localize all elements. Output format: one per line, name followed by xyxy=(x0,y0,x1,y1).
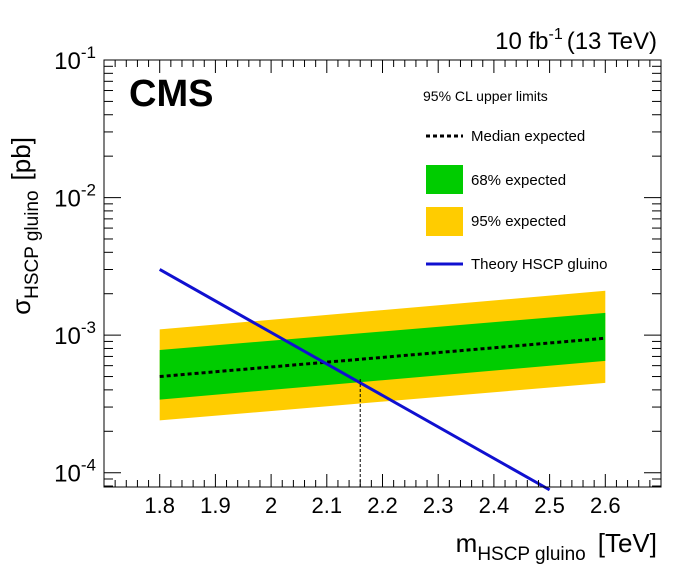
x-tick-label: 2.2 xyxy=(367,493,398,518)
legend-95-swatch xyxy=(426,207,463,236)
xlabel-unit: [TeV] xyxy=(598,528,657,558)
energy-label: (13 TeV) xyxy=(567,28,657,55)
x-tick-label: 2 xyxy=(265,493,277,518)
median-expected-line xyxy=(159,336,606,379)
lumi-label: 10 fb-1 (13 TeV) xyxy=(495,26,657,55)
axis-tick-labels: 1.8 1.9 2 2.1 2.2 2.3 2.4 2.5 2.6 10-4 10-3 10-2 10-… xyxy=(54,43,620,518)
x-tick-label: 2.5 xyxy=(534,493,565,518)
x-tick-label: 2.6 xyxy=(590,493,621,518)
x-axis-title: mHSCP gluino [TeV] xyxy=(456,528,657,565)
expected-bands xyxy=(159,290,606,421)
xlabel-sub: HSCP gluino xyxy=(477,544,585,565)
legend: 95% CL upper limits Median expected 68% … xyxy=(423,88,607,273)
lumi-prefix: 10 fb xyxy=(495,28,548,55)
theory-line xyxy=(158,268,551,492)
svg-text:mHSCP gluino[TeV]: mHSCP gluino [TeV] xyxy=(456,528,657,565)
y-tick-label: 10-3 xyxy=(54,318,96,350)
axis-ticks xyxy=(103,59,662,487)
ylabel-unit: [pb] xyxy=(6,137,36,180)
x-tick-label: 2.4 xyxy=(479,493,510,518)
band-68-expected xyxy=(159,312,606,400)
y-tick-label: 10-1 xyxy=(54,43,96,75)
x-tick-label: 2.1 xyxy=(312,493,343,518)
y-tick-label: 10-2 xyxy=(54,181,96,213)
experiment-label: CMS xyxy=(129,73,213,115)
y-axis-title: σHSCP gluino [pb] xyxy=(6,137,43,315)
x-tick-label: 1.8 xyxy=(144,493,175,518)
legend-95-label: 95% expected xyxy=(471,213,566,230)
ylabel-sub: HSCP gluino xyxy=(22,190,43,298)
svg-text:σHSCP gluino[pb]: σHSCP gluino [pb] xyxy=(6,137,43,315)
ylabel-main: σ xyxy=(6,299,36,315)
legend-median-label: Median expected xyxy=(471,128,585,145)
plot-frame xyxy=(103,59,662,488)
lumi-exponent: -1 xyxy=(548,26,562,43)
legend-68-label: 68% expected xyxy=(471,172,566,189)
legend-title: 95% CL upper limits xyxy=(423,88,548,104)
x-tick-label: 2.3 xyxy=(423,493,454,518)
legend-theory-label: Theory HSCP gluino xyxy=(471,256,607,273)
xlabel-main: m xyxy=(456,528,478,558)
legend-68-swatch xyxy=(426,165,463,194)
y-tick-label: 10-4 xyxy=(54,456,96,488)
plot-lines xyxy=(158,268,606,492)
x-tick-label: 1.9 xyxy=(200,493,231,518)
